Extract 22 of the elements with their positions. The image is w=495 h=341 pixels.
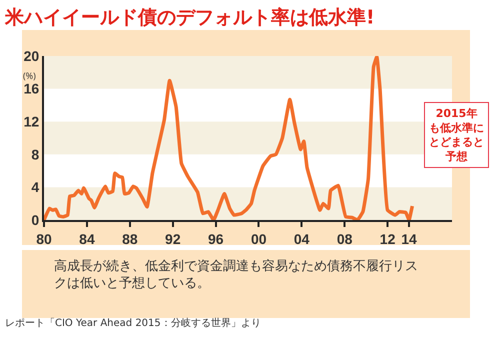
x-tick-label: 08 xyxy=(336,230,353,247)
annotation: 2015年も低水準にとどまると予想 xyxy=(429,107,484,163)
x-tick-label: 14 xyxy=(401,230,418,247)
x-tick-label: 96 xyxy=(208,230,224,247)
chart-title: 米ハイイールド債のデフォルト率は低水準! xyxy=(4,6,375,29)
text: 高成長が続き、低金利で資金調達も容易なため債務不履行リスクは低いと予想している。 xyxy=(54,258,418,291)
x-tick-label: 12 xyxy=(380,230,396,247)
text: レポート「CIO Year Ahead 2015：分岐する世界」より xyxy=(5,317,261,329)
x-tick-label: 80 xyxy=(36,230,52,247)
x-tick-label: 92 xyxy=(165,230,181,247)
x-tick-label: 00 xyxy=(250,230,267,247)
line-series xyxy=(44,56,414,220)
y-tick-label: 20 xyxy=(24,48,40,64)
x-tick-label: 84 xyxy=(79,230,95,247)
y-tick-label: 16 xyxy=(24,80,40,97)
y-tick-label: 8 xyxy=(31,146,40,162)
x-tick-label: 04 xyxy=(294,230,310,247)
x-tick-label: 88 xyxy=(122,230,138,247)
y-tick-label: 12 xyxy=(24,114,40,130)
y-tick-label: 0 xyxy=(31,212,40,228)
y-axis-title: (%) xyxy=(23,69,36,82)
y-tick-label: 4 xyxy=(31,179,40,196)
